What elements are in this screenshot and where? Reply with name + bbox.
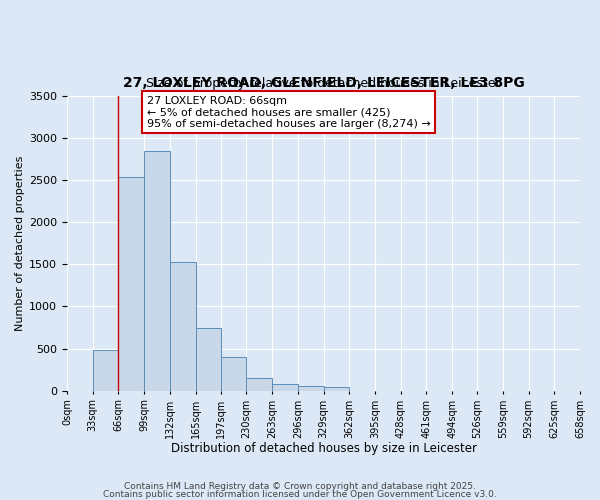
Text: Contains public sector information licensed under the Open Government Licence v3: Contains public sector information licen…	[103, 490, 497, 499]
Bar	[272, 384, 298, 391]
Bar	[247, 378, 272, 391]
Bar	[221, 357, 247, 391]
X-axis label: Distribution of detached houses by size in Leicester: Distribution of detached houses by size …	[170, 442, 476, 455]
Bar	[170, 262, 196, 391]
Bar	[93, 350, 118, 391]
Title: 27, LOXLEY ROAD, GLENFIELD, LEICESTER, LE3 8PG: 27, LOXLEY ROAD, GLENFIELD, LEICESTER, L…	[122, 76, 524, 90]
Text: Contains HM Land Registry data © Crown copyright and database right 2025.: Contains HM Land Registry data © Crown c…	[124, 482, 476, 491]
Y-axis label: Number of detached properties: Number of detached properties	[15, 156, 25, 331]
Bar	[118, 178, 144, 391]
Text: 27 LOXLEY ROAD: 66sqm
← 5% of detached houses are smaller (425)
95% of semi-deta: 27 LOXLEY ROAD: 66sqm ← 5% of detached h…	[146, 96, 430, 129]
Bar	[323, 386, 349, 391]
Bar	[298, 386, 323, 391]
Bar	[144, 152, 170, 391]
Bar	[196, 328, 221, 391]
Text: Size of property relative to detached houses in Leicester: Size of property relative to detached ho…	[146, 77, 501, 90]
